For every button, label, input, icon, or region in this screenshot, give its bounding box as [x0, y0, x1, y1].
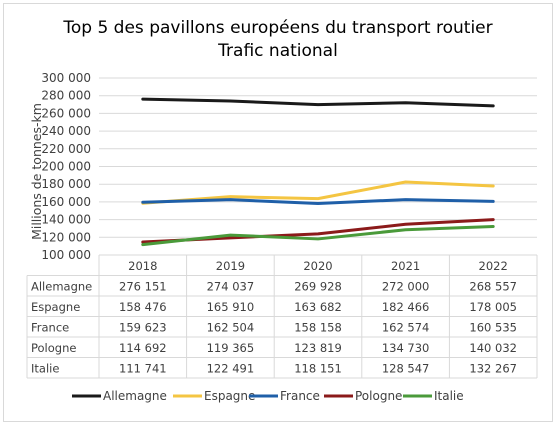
- legend-label: Espagne: [204, 389, 255, 403]
- chart-title-line-1: Top 5 des pavillons européens du transpo…: [62, 18, 492, 38]
- x-category-label: 2020: [303, 259, 332, 273]
- table-value: 178 005: [469, 300, 517, 314]
- series-line-france: [141, 198, 495, 206]
- y-tick-label: 120 000: [41, 230, 91, 244]
- chart-frame: [3, 3, 553, 422]
- y-tick-label: 200 000: [41, 160, 91, 174]
- y-tick-label: 280 000: [41, 89, 91, 103]
- table-value: 119 365: [207, 341, 255, 355]
- y-tick-label: 180 000: [41, 177, 91, 191]
- y-tick-label: 140 000: [41, 213, 91, 227]
- table-value: 268 557: [469, 280, 517, 294]
- table-value: 182 466: [382, 300, 430, 314]
- table-value: 132 267: [469, 362, 517, 376]
- table-value: 159 623: [119, 321, 167, 335]
- y-axis-label: Millions de tonnes-km: [29, 103, 44, 240]
- y-tick-label: 160 000: [41, 195, 91, 209]
- y-tick-label: 300 000: [41, 71, 91, 85]
- table-value: 114 692: [119, 341, 167, 355]
- table-value: 272 000: [382, 280, 430, 294]
- table-value: 111 741: [119, 362, 167, 376]
- table-value: 163 682: [294, 300, 342, 314]
- table-series-name: France: [31, 321, 69, 335]
- y-tick-label: 220 000: [41, 142, 91, 156]
- y-tick-label: 100 000: [41, 248, 91, 262]
- table-series-name: Allemagne: [31, 280, 92, 294]
- y-tick-label: 260 000: [41, 106, 91, 120]
- table-series-name: Italie: [31, 362, 59, 376]
- legend-label: Italie: [434, 389, 464, 403]
- table-value: 165 910: [207, 300, 255, 314]
- series-line-italie: [141, 224, 495, 247]
- legend-label: Allemagne: [103, 389, 167, 403]
- table-series-name: Espagne: [31, 300, 80, 314]
- chart-title-line-2: Trafic national: [217, 41, 338, 61]
- table-value: 118 151: [294, 362, 342, 376]
- table-value: 134 730: [382, 341, 430, 355]
- x-category-label: 2018: [128, 259, 157, 273]
- y-tick-label: 240 000: [41, 124, 91, 138]
- table-value: 158 158: [294, 321, 342, 335]
- table-value: 162 574: [382, 321, 430, 335]
- table-value: 140 032: [469, 341, 517, 355]
- x-category-label: 2019: [216, 259, 245, 273]
- table-value: 158 476: [119, 300, 167, 314]
- series-line-allemagne: [141, 97, 495, 108]
- table-value: 269 928: [294, 280, 342, 294]
- table-value: 162 504: [207, 321, 255, 335]
- table-value: 128 547: [382, 362, 430, 376]
- table-value: 276 151: [119, 280, 167, 294]
- table-value: 122 491: [207, 362, 255, 376]
- table-series-name: Pologne: [31, 341, 76, 355]
- legend-label: France: [280, 389, 320, 403]
- table-value: 160 535: [469, 321, 517, 335]
- table-value: 274 037: [207, 280, 255, 294]
- x-category-label: 2021: [391, 259, 420, 273]
- legend-label: Pologne: [355, 389, 402, 403]
- series-line-espagne: [141, 180, 495, 205]
- table-value: 123 819: [294, 341, 342, 355]
- x-category-label: 2022: [479, 259, 508, 273]
